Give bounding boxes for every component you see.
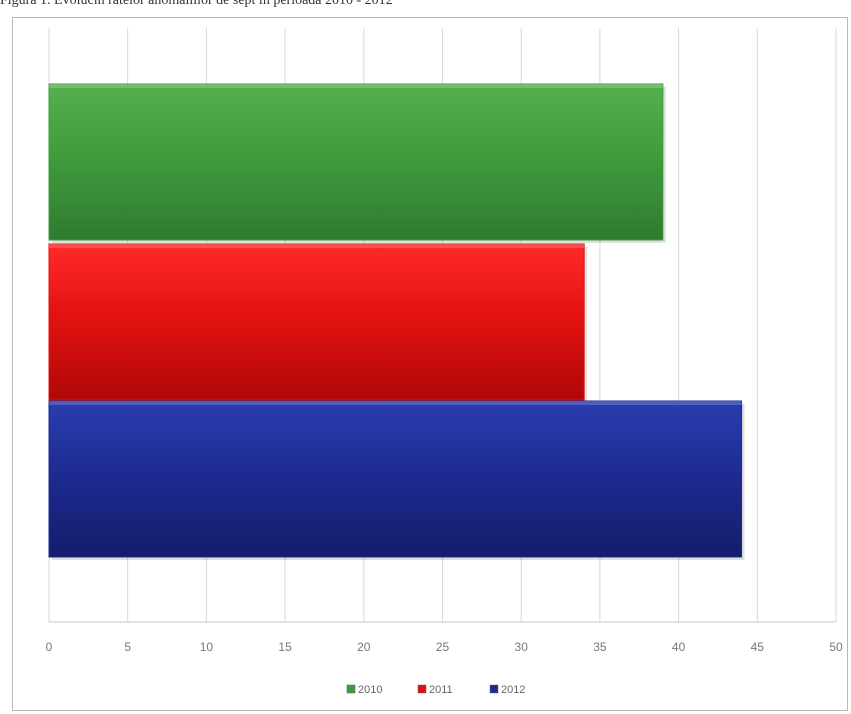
legend-label-2010: 2010 [358,684,382,696]
bar-highlight [49,401,742,405]
bar-2011 [48,243,585,401]
legend-label-2011: 2011 [429,684,453,696]
bar-2012 [48,400,743,558]
x-tick-label: 15 [278,640,292,654]
bar-chart: 0 5 10 15 20 25 30 35 40 45 50 2010 2011 2012 [46,28,843,696]
x-tick-label: 0 [46,640,53,654]
legend-swatch-2012 [489,684,499,694]
legend-swatch-2010 [346,684,356,694]
x-tick-label: 10 [200,640,214,654]
x-axis-tick-labels: 0 5 10 15 20 25 30 35 40 45 50 [46,640,843,654]
bar-highlight [49,244,585,248]
x-tick-label: 20 [357,640,371,654]
x-tick-label: 50 [829,640,843,654]
x-tick-label: 35 [593,640,607,654]
bar-2010 [48,83,664,241]
bar-highlight [49,84,663,88]
x-tick-label: 5 [124,640,131,654]
bars [48,83,745,560]
legend: 2010 2011 2012 [346,684,525,696]
x-tick-label: 25 [436,640,450,654]
legend-swatch-2011 [417,684,427,694]
figure-caption: Figura 1. Evolucin ratelor anomaliilor d… [0,0,393,8]
x-tick-label: 30 [515,640,529,654]
x-tick-label: 45 [751,640,765,654]
chart-frame: 0 5 10 15 20 25 30 35 40 45 50 2010 2011 2012 [12,17,848,711]
x-tick-label: 40 [672,640,686,654]
legend-label-2012: 2012 [501,684,525,696]
